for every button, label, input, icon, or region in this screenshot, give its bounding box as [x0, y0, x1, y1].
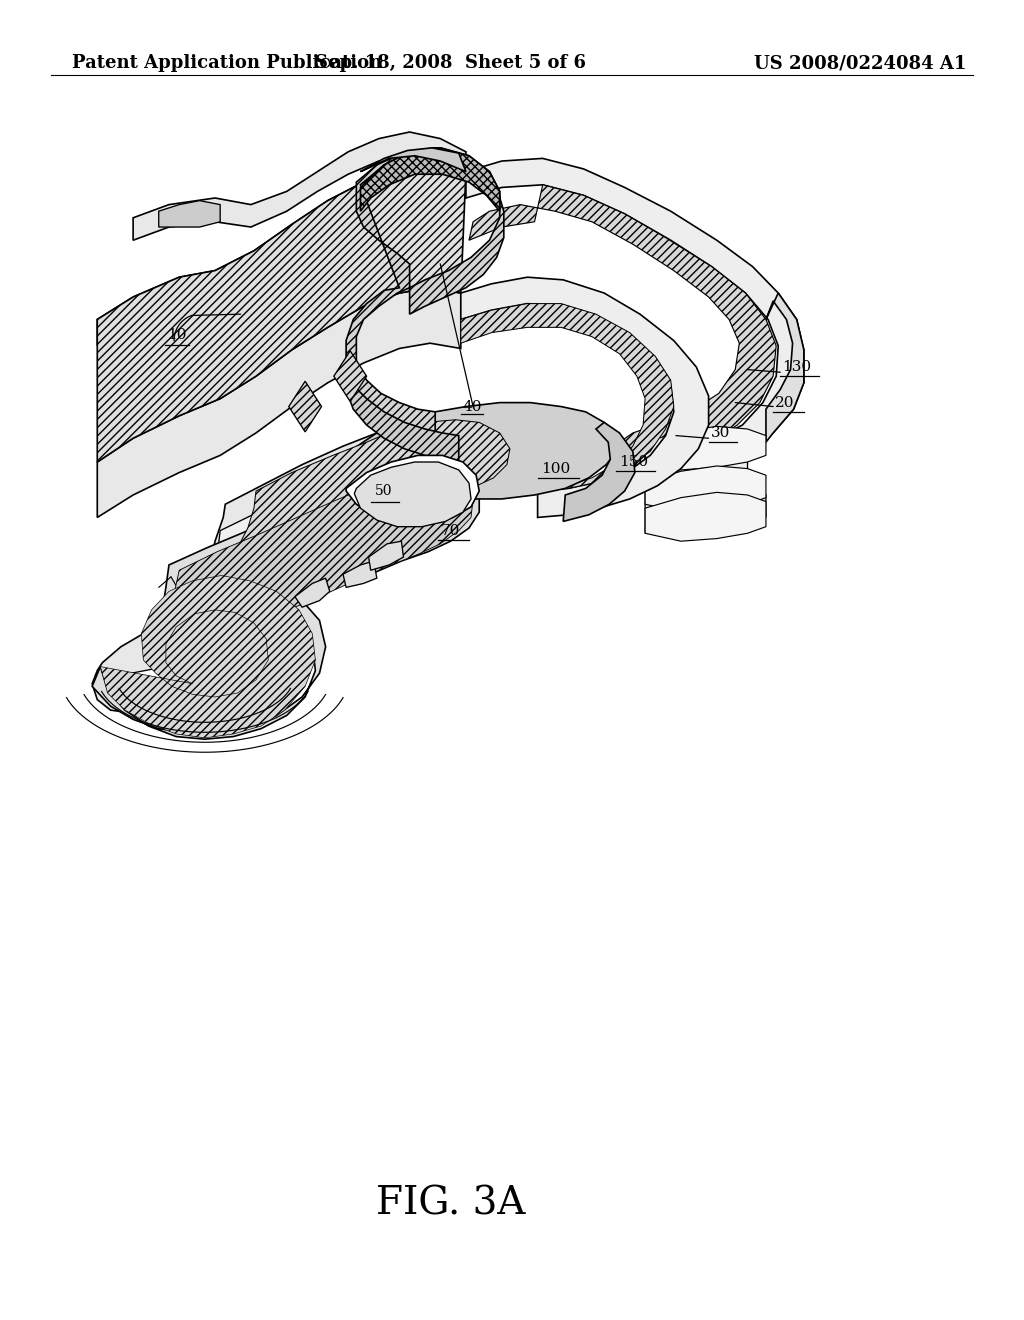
Polygon shape [346, 148, 504, 438]
Polygon shape [334, 351, 367, 401]
Polygon shape [118, 601, 285, 723]
Polygon shape [230, 420, 510, 587]
Polygon shape [162, 469, 473, 665]
Polygon shape [645, 426, 766, 470]
Text: Patent Application Publication: Patent Application Publication [72, 54, 382, 73]
Text: 10: 10 [167, 329, 187, 342]
Polygon shape [461, 304, 674, 491]
Polygon shape [369, 541, 403, 570]
Polygon shape [461, 277, 709, 517]
Polygon shape [645, 475, 766, 533]
Text: 150: 150 [620, 455, 648, 469]
Text: 100: 100 [541, 462, 570, 475]
Text: 30: 30 [711, 426, 730, 440]
Polygon shape [215, 438, 502, 594]
Text: Sep. 18, 2008  Sheet 5 of 6: Sep. 18, 2008 Sheet 5 of 6 [315, 54, 586, 73]
Text: 130: 130 [782, 360, 811, 374]
Polygon shape [353, 403, 616, 499]
Polygon shape [346, 455, 479, 524]
Text: 50: 50 [375, 484, 393, 498]
Text: FIG. 3A: FIG. 3A [376, 1185, 525, 1222]
Polygon shape [100, 576, 315, 738]
Polygon shape [563, 422, 635, 521]
Text: US 2008/0224084 A1: US 2008/0224084 A1 [754, 54, 967, 73]
Polygon shape [97, 288, 461, 517]
Polygon shape [645, 492, 766, 541]
Polygon shape [466, 158, 804, 478]
Polygon shape [354, 462, 471, 527]
Text: 40: 40 [463, 400, 482, 413]
Polygon shape [360, 148, 466, 172]
Polygon shape [92, 627, 207, 713]
Polygon shape [469, 185, 776, 473]
Polygon shape [289, 381, 322, 432]
Polygon shape [343, 561, 377, 587]
Polygon shape [360, 148, 500, 211]
Polygon shape [346, 367, 459, 462]
Polygon shape [645, 449, 748, 504]
Polygon shape [295, 578, 330, 607]
Polygon shape [156, 462, 479, 663]
Polygon shape [97, 165, 466, 346]
Polygon shape [92, 574, 326, 739]
Polygon shape [210, 412, 517, 581]
Polygon shape [766, 293, 804, 442]
Text: 70: 70 [440, 524, 460, 537]
Polygon shape [645, 466, 766, 512]
Polygon shape [97, 165, 466, 462]
Polygon shape [133, 132, 466, 240]
Text: 20: 20 [775, 396, 795, 409]
Polygon shape [159, 201, 220, 227]
